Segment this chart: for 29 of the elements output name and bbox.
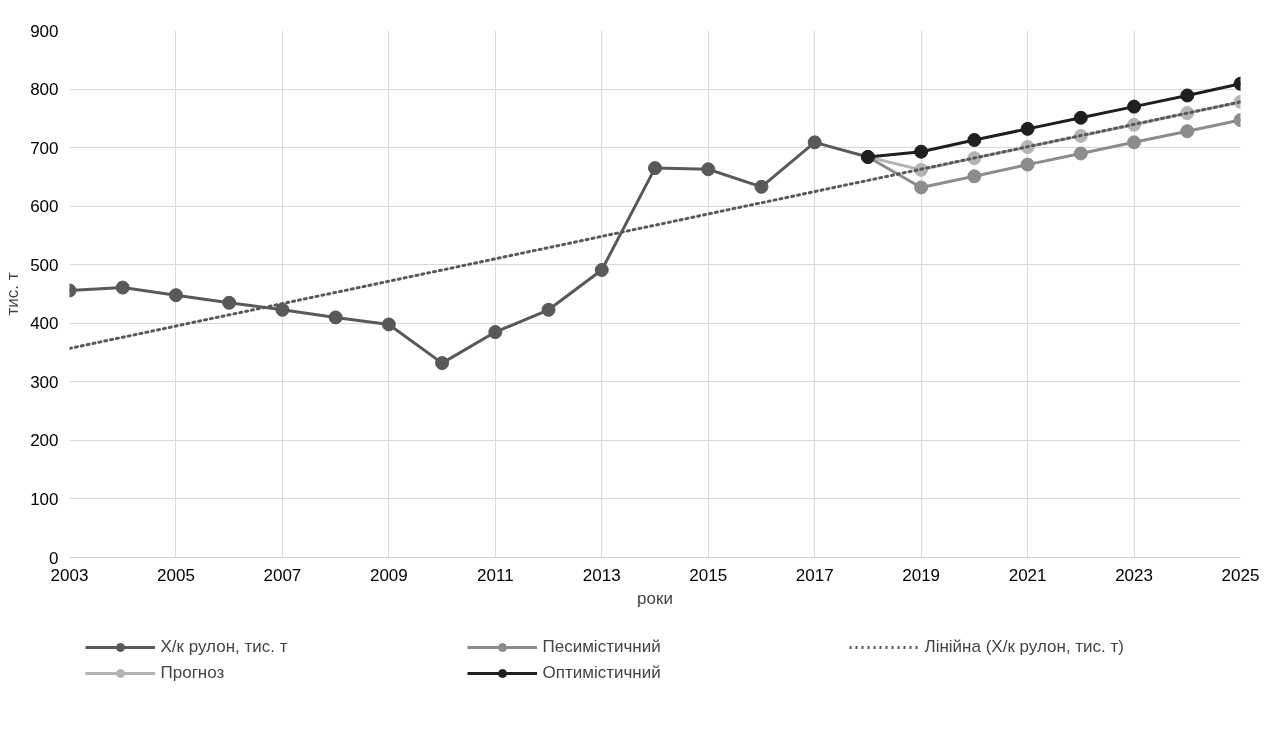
y-tick-label: 800 (30, 80, 59, 100)
x-axis-title: роки (637, 588, 673, 608)
y-tick-label: 100 (30, 489, 59, 509)
x-tick-label: 2009 (369, 565, 408, 585)
x-tick-label: 2019 (902, 565, 941, 585)
x-tick-label: 2025 (1221, 565, 1260, 585)
x-tick-label: 2013 (582, 565, 621, 585)
y-tick-label: 600 (30, 197, 59, 217)
x-tick-label: 2015 (689, 565, 728, 585)
y-axis-title: тис. т (3, 272, 23, 316)
x-tick-label: 2017 (795, 565, 834, 585)
legend-label: Прогноз (160, 663, 226, 683)
legend-label: Песимістичний (542, 637, 662, 657)
y-tick-label: 900 (30, 21, 59, 41)
x-tick-label: 2007 (263, 565, 302, 585)
legend-label: Лінійна (Х/к рулон, тис. т) (924, 637, 1125, 657)
y-tick-label: 700 (30, 138, 59, 158)
x-tick-label: 2021 (1008, 565, 1047, 585)
y-tick-label: 0 (49, 548, 59, 568)
x-tick-label: 2023 (1115, 565, 1153, 585)
x-tick-label: 2005 (157, 565, 195, 585)
y-tick-label: 500 (30, 255, 59, 275)
x-tick-label: 2011 (477, 565, 514, 585)
y-tick-label: 300 (30, 372, 59, 392)
y-tick-label: 400 (30, 314, 59, 334)
legend-label: Х/к рулон, тис. т (160, 637, 289, 657)
legend-label: Оптимістичний (542, 663, 662, 683)
y-tick-label: 200 (30, 431, 59, 451)
x-tick-label: 2003 (50, 565, 89, 585)
